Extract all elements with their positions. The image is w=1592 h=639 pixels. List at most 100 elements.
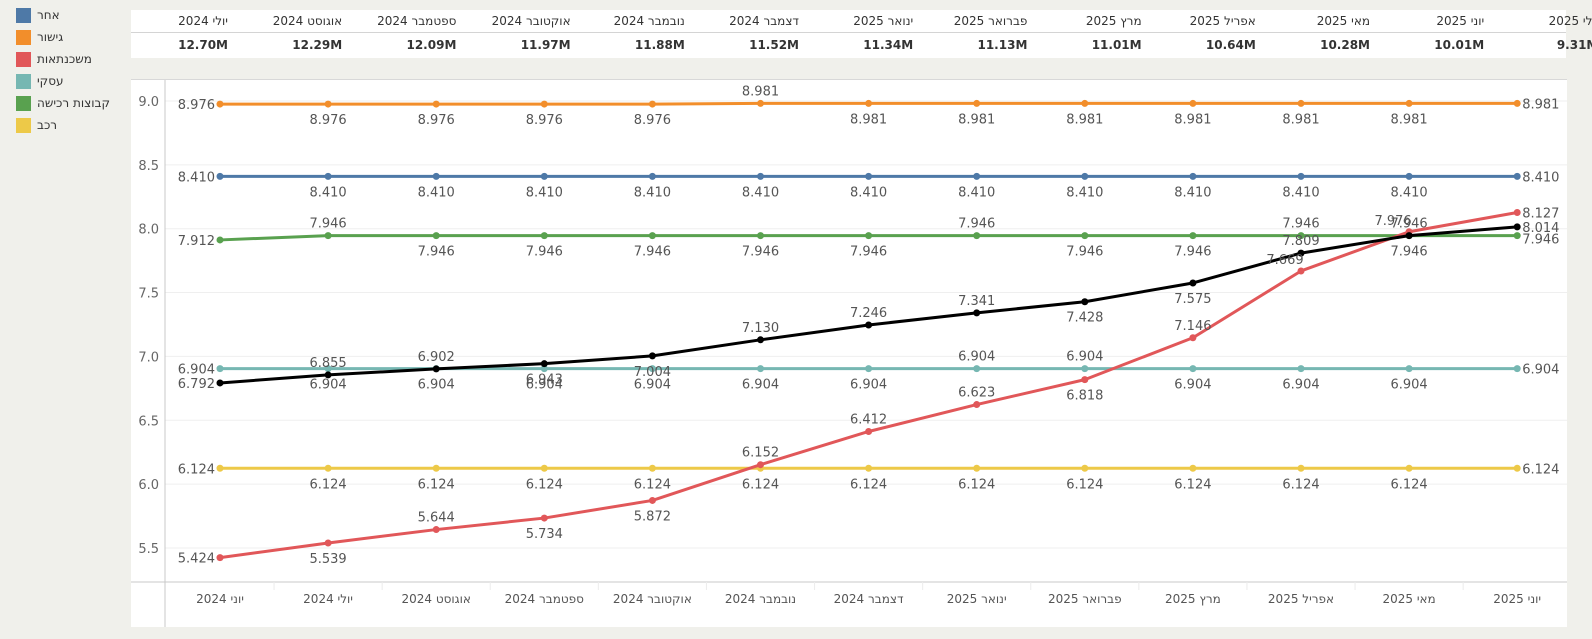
data-label: 8.981 (850, 112, 887, 127)
data-point (865, 99, 873, 107)
kpi-divider (131, 32, 1566, 33)
data-point (216, 379, 224, 387)
data-point (648, 100, 656, 108)
data-point (757, 99, 764, 107)
data-point (865, 365, 873, 373)
data-point (973, 365, 981, 373)
data-point (1081, 172, 1089, 180)
data-point (757, 365, 764, 373)
data-label: 6.904 (526, 378, 563, 393)
data-label: 7.946 (742, 245, 779, 260)
data-point (216, 236, 224, 244)
data-point (973, 309, 981, 317)
data-label: 6.623 (958, 386, 995, 401)
data-label: 6.124 (1390, 477, 1427, 492)
data-point (1513, 223, 1521, 231)
series-4 (216, 464, 1521, 472)
data-label: 8.981 (1522, 97, 1559, 112)
data-label: 8.410 (634, 185, 671, 200)
kpi-value: 11.97M (520, 38, 571, 52)
kpi-value: 11.01M (1091, 38, 1142, 52)
y-tick-label: 9.0 (138, 95, 159, 110)
x-tick-label: ינואר 2025 (947, 592, 1007, 606)
data-point (648, 352, 656, 360)
data-point (1081, 365, 1089, 373)
data-point (1405, 172, 1413, 180)
x-tick-label: מאי 2025 (1382, 592, 1435, 606)
kpi-value: 12.09M (406, 38, 457, 52)
legend-item[interactable]: משכנתאות (16, 51, 92, 67)
x-tick-label: מרץ 2025 (1165, 592, 1221, 606)
data-point (1513, 172, 1521, 180)
data-point (1189, 172, 1197, 180)
kpi-month: יוני 2025 (1436, 14, 1485, 28)
data-label: 6.124 (1282, 477, 1319, 492)
data-label: 5.734 (526, 527, 563, 542)
data-label: 8.976 (526, 113, 563, 128)
legend-item[interactable]: אחר (16, 7, 60, 23)
data-label: 7.575 (1174, 292, 1211, 307)
data-label: 8.410 (742, 185, 779, 200)
data-label: 6.792 (178, 377, 215, 392)
kpi-month: פברואר 2025 (953, 14, 1028, 28)
data-point (1297, 249, 1305, 257)
legend-item[interactable]: קבוצות רכישה (16, 95, 110, 111)
data-label: 6.904 (418, 378, 455, 393)
data-label: 8.410 (1174, 185, 1211, 200)
data-point (432, 526, 440, 534)
data-label: 8.976 (178, 98, 215, 113)
series-5 (216, 208, 1521, 562)
data-point (324, 172, 332, 180)
legend-label: אחר (37, 8, 60, 22)
data-point (1189, 232, 1197, 240)
x-tick-label: דצמבר 2024 (834, 592, 904, 606)
kpi-table: יולי 2024 12.70M אוגוסט 2024 12.29M ספטמבר 2… (131, 10, 1592, 58)
legend-swatch (16, 95, 31, 111)
data-point (1405, 464, 1413, 472)
data-label: 8.410 (958, 185, 995, 200)
kpi-month: יולי 2024 (178, 14, 228, 28)
data-label: 8.976 (309, 113, 346, 128)
data-label: 8.410 (309, 185, 346, 200)
x-tick-label: אוגוסט 2024 (401, 592, 470, 606)
data-label: 6.904 (1522, 363, 1559, 378)
data-point (648, 496, 656, 504)
data-label: 8.410 (1390, 185, 1427, 200)
data-point (757, 336, 764, 344)
legend-item[interactable]: רכב (16, 117, 57, 133)
data-label: 6.124 (634, 477, 671, 492)
kpi-column: יולי 2024 12.70M (118, 10, 228, 56)
kpi-value: 11.13M (977, 38, 1028, 52)
y-tick-label: 6.5 (138, 414, 159, 429)
data-label: 8.410 (418, 185, 455, 200)
data-label: 6.124 (309, 477, 346, 492)
data-point (324, 539, 332, 547)
kpi-value: 9.31M (1556, 38, 1592, 52)
chart-svg: 9.0 8.5 8.0 7.5 7.0 6.5 6.0 5.5 יוני 2024 יולי 20… (131, 79, 1567, 627)
legend-item[interactable]: גישור (16, 29, 63, 45)
y-tick-label: 7.0 (138, 350, 159, 365)
data-label: 6.904 (178, 363, 215, 378)
legend-item[interactable]: עסקי (16, 73, 64, 89)
x-tick-label: נובמבר 2024 (725, 592, 796, 606)
data-label: 7.946 (958, 217, 995, 232)
data-point (1189, 464, 1197, 472)
data-point (648, 172, 656, 180)
data-label: 7.946 (1174, 245, 1211, 260)
data-label: 7.912 (178, 234, 215, 249)
data-point (973, 99, 981, 107)
data-point (216, 554, 224, 562)
kpi-month: אוקטובר 2024 (491, 14, 571, 28)
series-6 (216, 223, 1521, 387)
data-point (865, 232, 873, 240)
data-point (540, 365, 548, 373)
data-point (648, 365, 656, 373)
data-point (216, 172, 224, 180)
data-point (432, 365, 440, 373)
x-tick-label: אפריל 2025 (1268, 592, 1334, 606)
kpi-value: 10.64M (1205, 38, 1256, 52)
kpi-month: מאי 2025 (1316, 14, 1370, 28)
data-point (865, 464, 873, 472)
data-point (324, 371, 332, 379)
line-chart: 9.0 8.5 8.0 7.5 7.0 6.5 6.0 5.5 יוני 2024 יולי 20… (131, 79, 1567, 627)
